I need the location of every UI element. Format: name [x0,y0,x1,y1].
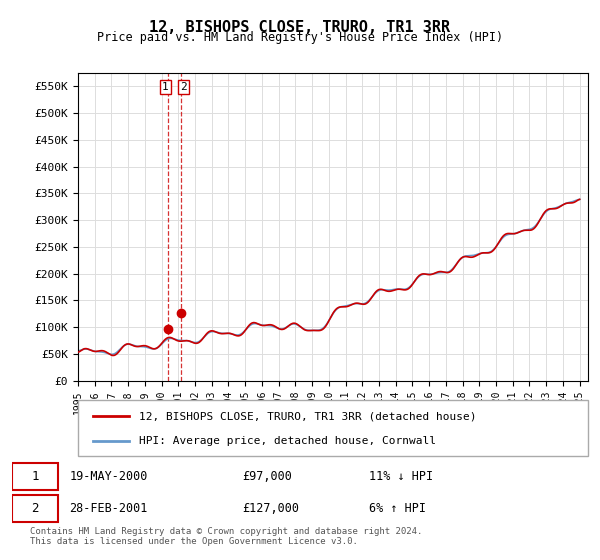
Text: 1: 1 [162,82,169,92]
Text: 28-FEB-2001: 28-FEB-2001 [70,502,148,515]
Text: 2: 2 [31,502,39,515]
Text: 11% ↓ HPI: 11% ↓ HPI [369,470,433,483]
Text: Price paid vs. HM Land Registry's House Price Index (HPI): Price paid vs. HM Land Registry's House … [97,31,503,44]
FancyBboxPatch shape [12,463,58,490]
Text: Contains HM Land Registry data © Crown copyright and database right 2024.
This d: Contains HM Land Registry data © Crown c… [30,526,422,546]
FancyBboxPatch shape [78,400,588,456]
Text: 2: 2 [180,82,187,92]
Text: £97,000: £97,000 [242,470,292,483]
Text: 12, BISHOPS CLOSE, TRURO, TR1 3RR: 12, BISHOPS CLOSE, TRURO, TR1 3RR [149,20,451,35]
Text: 12, BISHOPS CLOSE, TRURO, TR1 3RR (detached house): 12, BISHOPS CLOSE, TRURO, TR1 3RR (detac… [139,411,476,421]
Text: 6% ↑ HPI: 6% ↑ HPI [369,502,426,515]
Text: 1: 1 [31,470,39,483]
Text: £127,000: £127,000 [242,502,299,515]
Text: 19-MAY-2000: 19-MAY-2000 [70,470,148,483]
Text: HPI: Average price, detached house, Cornwall: HPI: Average price, detached house, Corn… [139,436,436,446]
FancyBboxPatch shape [12,495,58,522]
